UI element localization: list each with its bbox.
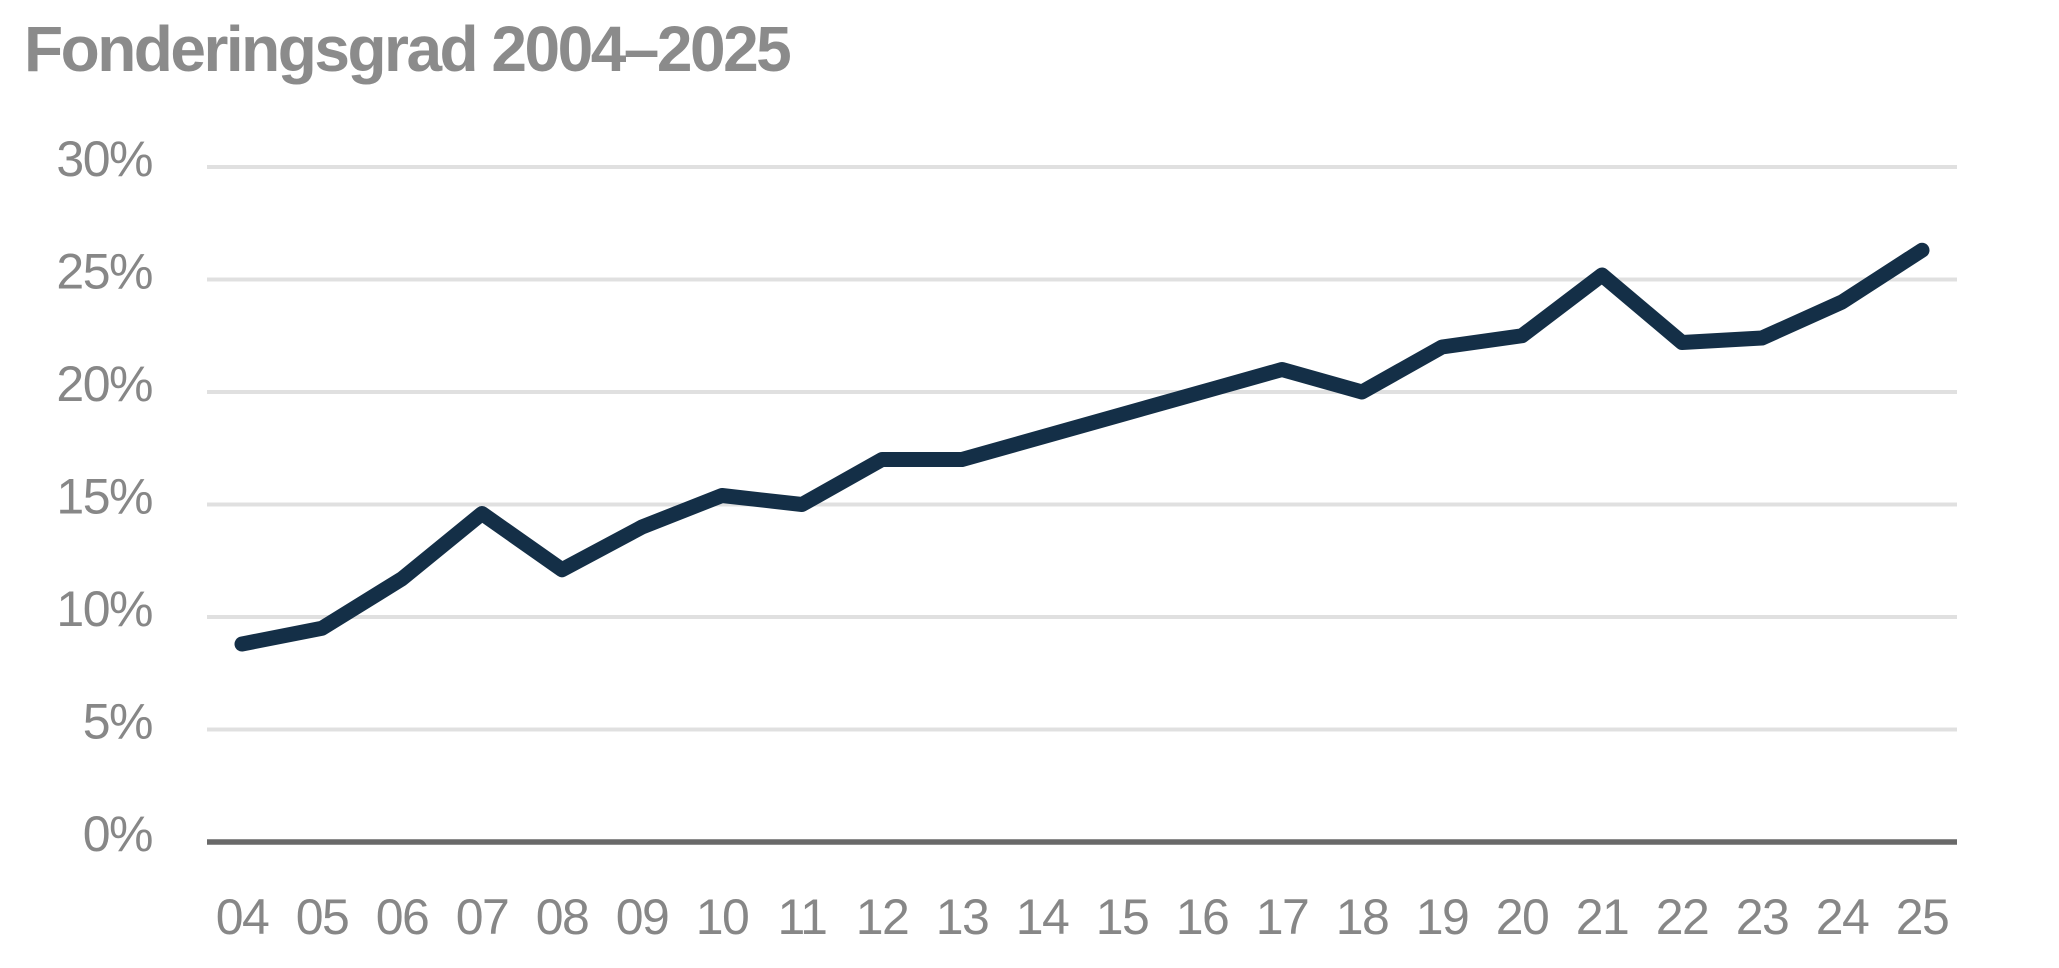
chart-title: Fonderingsgrad 2004–2025 <box>24 13 792 85</box>
y-tick-label: 0% <box>83 806 152 862</box>
data-line <box>234 242 1930 652</box>
x-tick-label: 17 <box>1256 889 1309 945</box>
x-tick-label: 14 <box>1016 889 1069 945</box>
x-tick-label: 25 <box>1896 889 1949 945</box>
y-tick-label: 20% <box>56 356 152 412</box>
x-tick-label: 07 <box>456 889 509 945</box>
x-tick-label: 22 <box>1656 889 1709 945</box>
x-tick-label: 11 <box>778 889 827 945</box>
x-tick-label: 24 <box>1816 889 1869 945</box>
x-tick-label: 23 <box>1736 889 1789 945</box>
x-tick-label: 21 <box>1576 889 1629 945</box>
x-tick-label: 15 <box>1096 889 1149 945</box>
x-tick-label: 12 <box>856 889 909 945</box>
y-tick-label: 10% <box>56 581 152 637</box>
x-tick-label: 16 <box>1176 889 1229 945</box>
x-tick-label: 18 <box>1336 889 1389 945</box>
y-tick-label: 15% <box>56 469 152 525</box>
x-tick-label: 19 <box>1416 889 1469 945</box>
y-tick-label: 5% <box>83 694 152 750</box>
x-tick-label: 04 <box>216 889 269 945</box>
x-tick-label: 20 <box>1496 889 1549 945</box>
x-tick-label: 06 <box>376 889 429 945</box>
x-tick-label: 09 <box>616 889 669 945</box>
y-tick-label: 30% <box>56 131 152 187</box>
x-tick-label: 13 <box>936 889 989 945</box>
x-tick-label: 05 <box>296 889 349 945</box>
x-tick-label: 10 <box>696 889 749 945</box>
y-tick-label: 25% <box>56 244 152 300</box>
x-tick-label: 08 <box>536 889 589 945</box>
